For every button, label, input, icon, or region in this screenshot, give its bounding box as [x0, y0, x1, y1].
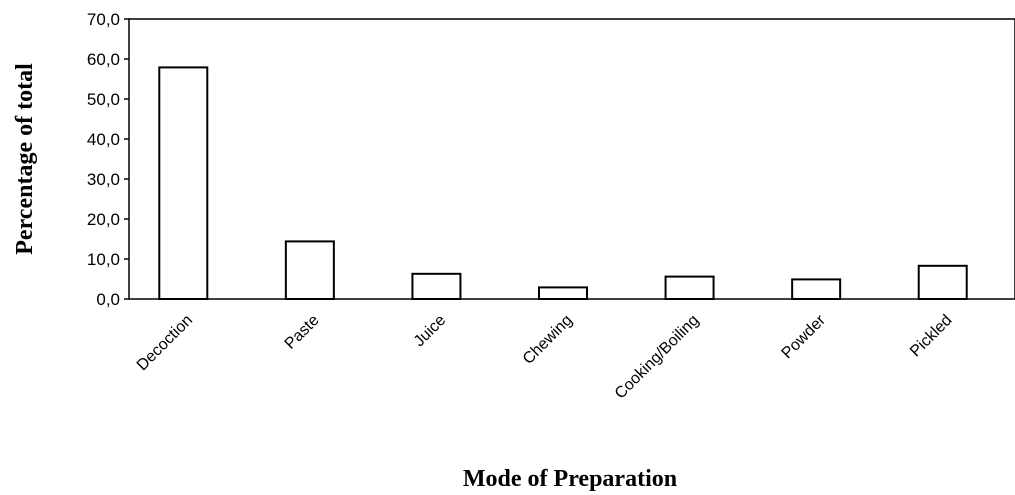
y-tick-label: 30,0 [87, 170, 120, 189]
bar-pickled [917, 264, 968, 300]
x-axis-title: Mode of Preparation [463, 466, 677, 492]
x-tick-label: Cooking/Boiling [612, 312, 703, 403]
y-tick-label: 10,0 [87, 250, 120, 269]
bar-chewing [538, 286, 588, 300]
y-tick-label: 0,0 [96, 290, 120, 309]
y-tick-label: 50,0 [87, 90, 120, 109]
bars [158, 66, 968, 301]
plot-area-frame [128, 18, 1015, 300]
y-axis-title: Percentage of total [12, 63, 38, 255]
y-tick-label: 70,0 [87, 10, 120, 29]
bar-cooking-boiling [664, 275, 715, 301]
bar-decoction [158, 66, 209, 301]
x-tick-label: Juice [411, 312, 450, 351]
y-tick-label: 40,0 [87, 130, 120, 149]
bar-juice [411, 272, 462, 300]
x-tick-label: Paste [282, 312, 323, 353]
y-tick-label: 20,0 [87, 210, 120, 229]
x-axis: Decoction Paste Juice Chewing Cooking/Boilin… [134, 311, 956, 402]
y-tick-label: 60,0 [87, 50, 120, 69]
bar-paste [284, 240, 335, 300]
x-tick-label: Decoction [134, 312, 196, 374]
y-axis: 0,0 10,0 20,0 30,0 40,0 50,0 60,0 70,0 [87, 10, 129, 309]
x-tick-label: Chewing [520, 312, 576, 368]
x-tick-label: Powder [779, 311, 830, 362]
bar-powder [791, 278, 842, 300]
x-tick-label: Pickled [907, 312, 955, 360]
